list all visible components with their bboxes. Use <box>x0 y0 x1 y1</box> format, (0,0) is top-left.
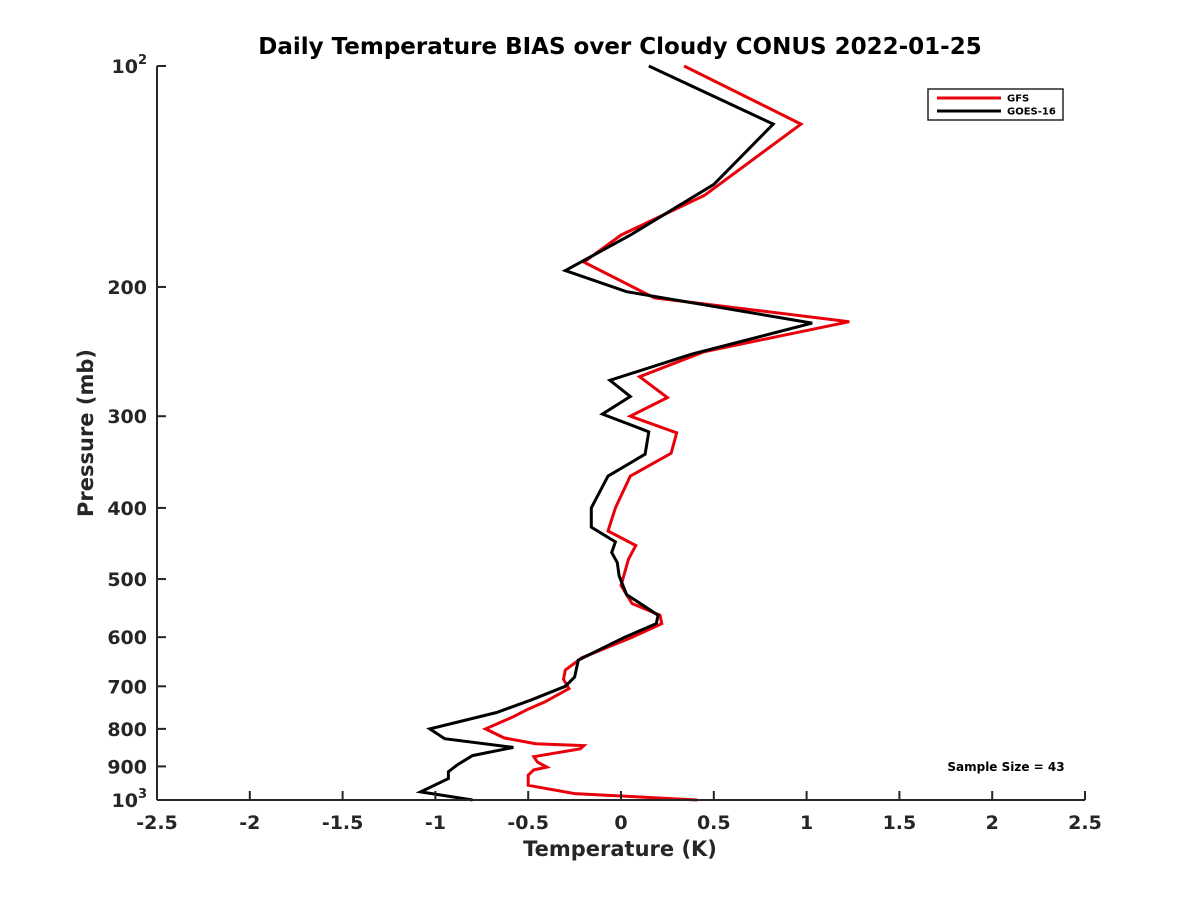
legend-label-gfs: GFS <box>1007 94 1029 105</box>
chart-title: Daily Temperature BIAS over Cloudy CONUS… <box>258 34 981 60</box>
y-tick-label: 103 <box>112 787 148 812</box>
x-tick-label: 0 <box>614 812 627 834</box>
x-tick-label: -2 <box>239 812 260 834</box>
y-tick-label: 500 <box>107 569 147 591</box>
legend-label-goes-16: GOES-16 <box>1007 107 1056 118</box>
x-tick-label: 0.5 <box>697 812 731 834</box>
y-axis: 102 200 300 400 500 600 700 800 900 103 <box>107 53 166 812</box>
y-tick-label: 300 <box>107 406 147 428</box>
x-axis-label: Temperature (K) <box>523 837 717 861</box>
x-tick-label: -1.5 <box>322 812 364 834</box>
y-tick-label: 600 <box>107 627 147 649</box>
x-tick-label: 2.5 <box>1068 812 1102 834</box>
x-tick-label: -0.5 <box>507 812 549 834</box>
x-tick-label: -1 <box>425 812 446 834</box>
series-line-gfs <box>481 64 850 802</box>
sample-size-annotation: Sample Size = 43 <box>947 760 1064 774</box>
legend-box <box>927 88 1064 121</box>
plot-area <box>415 64 850 802</box>
x-axis: -2.5 -2 -1.5 -1 -0.5 0 0.5 1 1.5 2 2.5 <box>136 791 1102 834</box>
y-tick-label: 400 <box>107 498 147 520</box>
series-line-goes-16 <box>415 64 813 802</box>
y-tick-label: 700 <box>107 676 147 698</box>
legend: GFS GOES-16 <box>927 88 1064 121</box>
y-tick-label: 102 <box>112 53 148 78</box>
x-tick-label: -2.5 <box>136 812 178 834</box>
y-tick-label: 200 <box>107 277 147 299</box>
y-axis-label: Pressure (mb) <box>74 349 98 517</box>
x-tick-label: 2 <box>986 812 999 834</box>
x-tick-label: 1.5 <box>883 812 917 834</box>
x-tick-label: 1 <box>800 812 813 834</box>
y-tick-label: 900 <box>107 756 147 778</box>
y-tick-label: 800 <box>107 719 147 741</box>
